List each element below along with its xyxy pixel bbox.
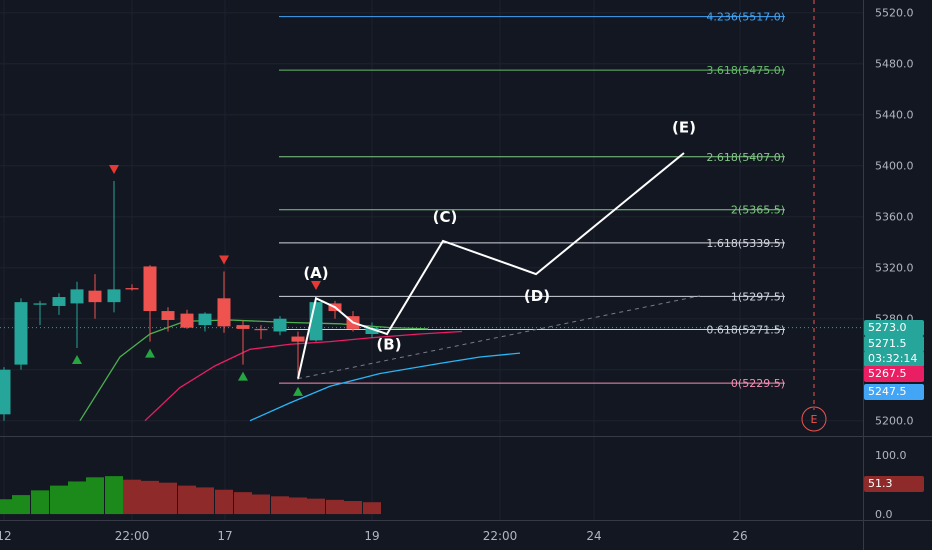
histogram-bar: [344, 501, 362, 515]
signals-layer: [72, 165, 321, 396]
histogram-bar: [86, 477, 104, 515]
price-tick-label: 5520.0: [875, 7, 914, 20]
histogram-bar: [178, 485, 196, 515]
candle-body: [291, 336, 305, 342]
projection-path: [297, 152, 685, 379]
trendline: [297, 295, 701, 380]
histogram-bar: [68, 481, 86, 515]
price-tick-label: 5400.0: [875, 160, 914, 173]
time-tick-label: 19: [364, 529, 379, 543]
candle-body: [365, 327, 379, 335]
histogram-bar: [196, 487, 214, 515]
indicator-value-tag: 51.3: [864, 475, 924, 492]
buy-signal-arrow: [145, 348, 155, 358]
price-tick-label: 5360.0: [875, 211, 914, 224]
fib-level-label: 1.618(5339.5): [706, 237, 785, 250]
buy-signal-arrow: [293, 386, 303, 396]
sell-signal-arrow: [219, 255, 229, 265]
histogram-bar: [289, 497, 307, 515]
price-tag: 5267.5: [864, 366, 924, 383]
candle-body: [198, 313, 212, 326]
wave-label: (C): [433, 208, 458, 226]
event-layer[interactable]: E: [801, 0, 827, 432]
wave-label: (E): [672, 119, 696, 137]
price-tag: 03:32:14: [864, 350, 924, 367]
candle-body: [52, 297, 66, 306]
candle-body: [125, 288, 139, 290]
time-tick-label: 17: [217, 529, 232, 543]
candle-body: [254, 328, 268, 331]
elliott-projection[interactable]: (A) (B) (C) (D) (E): [297, 119, 696, 379]
candle-body: [0, 369, 11, 415]
candle-body: [180, 313, 194, 328]
buy-signal-arrow: [72, 355, 82, 365]
buy-signal-arrow: [238, 371, 248, 381]
fib-level-label: 0(5229.5): [731, 377, 785, 390]
candle-body: [273, 318, 287, 332]
histogram-bar: [252, 494, 270, 515]
sell-signal-arrow: [311, 281, 321, 291]
histogram-bar: [12, 495, 30, 515]
candle-body: [14, 302, 28, 365]
histogram-bar: [326, 499, 344, 515]
histogram-bar: [50, 485, 68, 515]
histogram-bar: [105, 476, 123, 515]
candle-body: [88, 290, 102, 303]
time-tick-label: 26: [732, 529, 747, 543]
moving-average-line: [144, 330, 463, 422]
fib-level-label: 3.618(5475.0): [706, 64, 785, 77]
fib-level-label: 1(5297.5): [731, 290, 785, 303]
candle-body: [161, 311, 175, 320]
price-tick-label: 5480.0: [875, 58, 914, 71]
wave-label: (A): [303, 264, 328, 282]
candle-body: [33, 303, 47, 305]
sell-signal-arrow: [109, 165, 119, 175]
price-tick-label: 5200.0: [875, 415, 914, 428]
histogram-bar: [31, 490, 49, 515]
candle-body: [217, 298, 231, 327]
price-tag: 5273.0: [864, 319, 924, 336]
price-tick-label: 5440.0: [875, 109, 914, 122]
candle-body: [70, 289, 84, 304]
candle-body: [107, 289, 121, 303]
fib-level-label: 4.236(5517.0): [706, 11, 785, 24]
wave-label: (D): [524, 287, 550, 305]
histogram-layer: [0, 476, 381, 515]
histogram-bar: [0, 499, 13, 515]
price-tick-label: 5320.0: [875, 262, 914, 275]
histogram-bar: [234, 492, 252, 515]
histogram-bar: [363, 502, 381, 515]
moving-average-line: [249, 352, 521, 422]
time-tick-label: 22:00: [115, 529, 150, 543]
grid-layer: [0, 0, 863, 520]
histogram-bar: [307, 498, 325, 515]
price-tag: 5247.5: [864, 384, 924, 401]
candle-body: [143, 266, 157, 312]
wave-label: (B): [376, 335, 401, 353]
indicator-tick-label: 100.0: [875, 449, 907, 462]
fib-level-label: 2(5365.5): [731, 204, 785, 217]
histogram-bar: [215, 489, 233, 515]
event-circle: [801, 406, 827, 432]
time-tick-label: 24: [586, 529, 601, 543]
histogram-bar: [271, 496, 289, 515]
fibonacci-extension[interactable]: 0(5229.5) 0.618(5271.5) 1(5297.5) 1.618(533…: [0, 11, 863, 391]
histogram-bar: [141, 480, 159, 515]
price-tag: 5271.5: [864, 335, 924, 352]
time-tick-label: 12: [0, 529, 12, 543]
histogram-bar: [123, 479, 141, 515]
candles-layer: [0, 181, 379, 421]
indicator-tick-label: 0.0: [875, 508, 893, 521]
time-tick-label: 22:00: [483, 529, 518, 543]
fib-level-label: 2.618(5407.0): [706, 151, 785, 164]
fib-level-label: 0.618(5271.5): [706, 324, 785, 337]
event-label: E: [811, 413, 818, 426]
candle-body: [236, 325, 250, 329]
histogram-bar: [159, 482, 177, 515]
trendline-layer[interactable]: [297, 295, 701, 380]
